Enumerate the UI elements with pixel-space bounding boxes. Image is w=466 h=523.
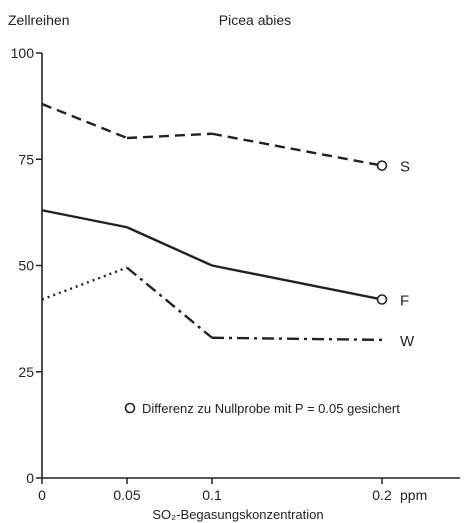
x-unit-label: ppm	[400, 487, 427, 503]
significant-point-marker	[376, 294, 388, 305]
series-W-segment	[126, 266, 213, 339]
series-W-segment	[41, 266, 128, 301]
y-tick-label: 75	[18, 151, 34, 167]
series-F-segment	[41, 209, 128, 229]
series-F-segment	[126, 226, 213, 267]
legend-note: Differenz zu Nullprobe mit P = 0.05 gesi…	[124, 401, 400, 416]
series-label: S	[400, 159, 410, 176]
x-tick-label: 0.2	[372, 487, 392, 503]
significant-point-marker	[376, 160, 388, 171]
series-S: S	[41, 102, 410, 176]
y-tick-label: 0	[26, 470, 34, 486]
y-axis-label: Zellreihen	[8, 12, 69, 28]
significance-marker-icon	[124, 402, 136, 414]
series-S-segment	[211, 132, 383, 167]
chart-title: Picea abies	[219, 12, 291, 28]
series-F-segment	[211, 264, 383, 301]
y-tick-label: 100	[11, 45, 35, 61]
series-W-segment	[211, 336, 383, 342]
x-tick-label: 0.1	[202, 487, 222, 503]
y-tick-label: 25	[18, 364, 34, 380]
series-F: F	[41, 209, 409, 310]
series-label: W	[400, 333, 415, 350]
x-axis-label: SO₂-Begasungskonzentration	[152, 507, 323, 522]
series-W: W	[41, 266, 415, 350]
x-tick-label: 0.05	[113, 487, 140, 503]
series-S-segment	[41, 102, 128, 140]
y-axis-ticks: 0 25 50 75 100	[11, 45, 42, 486]
x-tick-label: 0	[38, 487, 46, 503]
legend-note-text: Differenz zu Nullprobe mit P = 0.05 gesi…	[142, 401, 400, 416]
x-axis-ticks: 0 0.05 0.1 0.2	[38, 478, 392, 503]
series-S-segment	[126, 132, 213, 140]
series-label: F	[400, 293, 409, 310]
series-layer: S F W	[41, 102, 415, 350]
y-tick-label: 50	[18, 258, 34, 274]
